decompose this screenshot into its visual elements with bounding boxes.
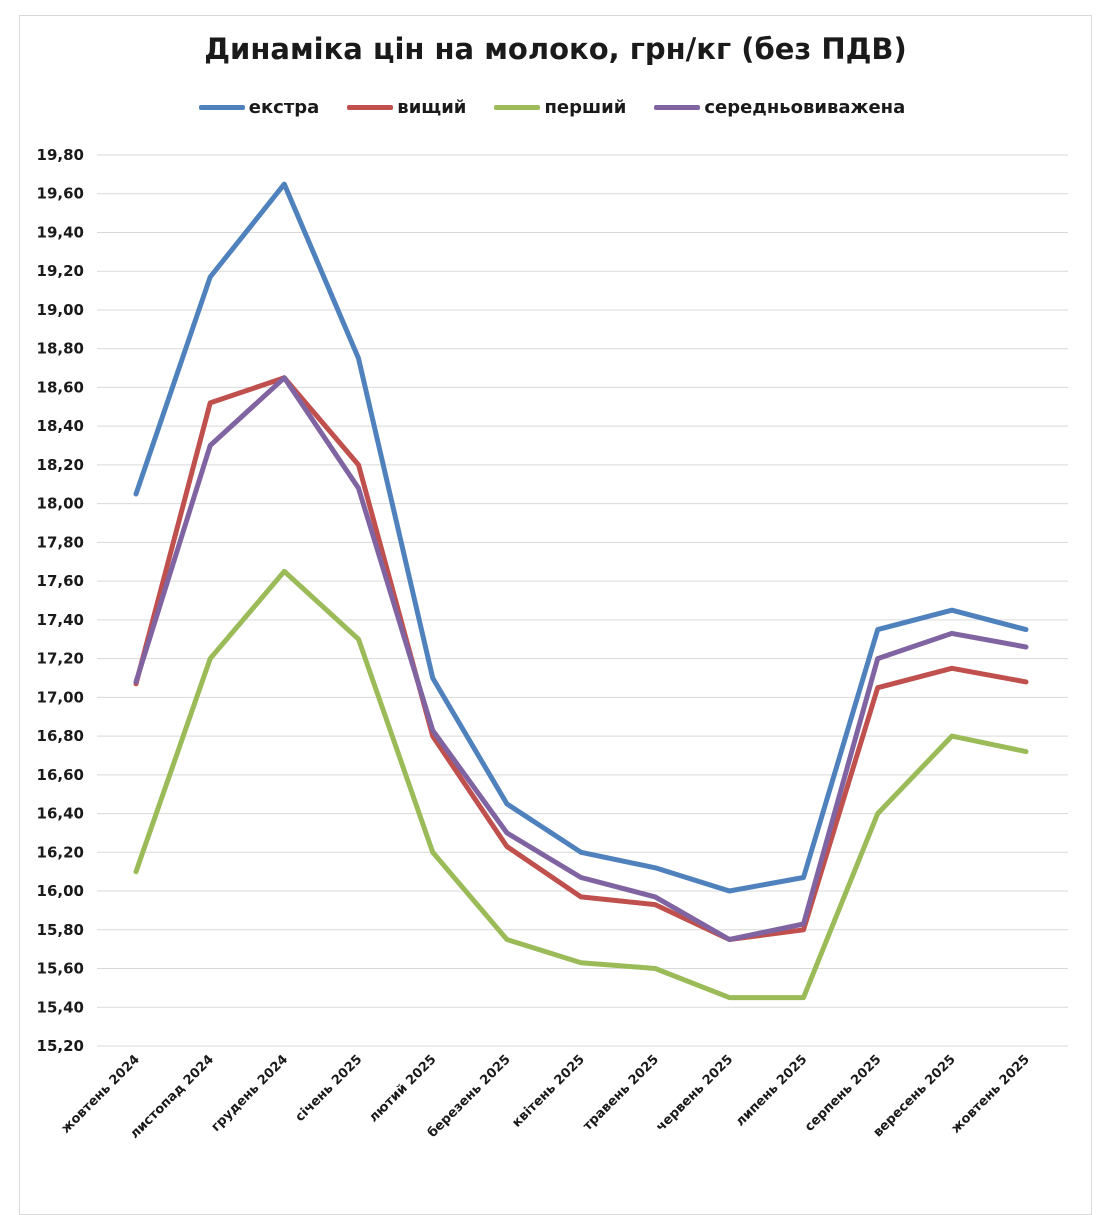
y-tick-label: 17,60	[37, 572, 84, 590]
y-tick-label: 19,20	[37, 262, 84, 280]
line-chart: 15,20 15,40 15,60 15,80 16,00 16,20 16,40 16,60…	[37, 146, 1068, 1142]
y-tick-label: 18,80	[37, 340, 84, 358]
series-line-pershyi	[133, 568, 1029, 1001]
y-tick-label: 17,00	[37, 688, 84, 706]
x-tick-label: лютий 2025	[366, 1052, 439, 1125]
legend-swatch-vyshchyi	[347, 105, 394, 110]
legend-label-pershyi: перший	[544, 97, 627, 118]
y-tick-label: 16,20	[37, 843, 84, 861]
x-tick-label: жовтень 2024	[58, 1052, 142, 1136]
y-tick-label: 18,00	[37, 495, 84, 513]
y-tick-label: 19,60	[37, 185, 84, 203]
legend-item-vyshchyi: вищий	[347, 97, 466, 118]
y-tick-label: 19,80	[37, 146, 84, 164]
y-tick-label: 15,20	[37, 1037, 84, 1055]
x-tick-label: квітень 2025	[510, 1052, 588, 1130]
legend-label-vyshchyi: вищий	[397, 97, 467, 118]
y-tick-label: 17,80	[37, 533, 84, 551]
y-tick-label: 17,20	[37, 650, 84, 668]
y-tick-label: 19,40	[37, 223, 84, 241]
x-tick-label: вересень 2025	[871, 1052, 959, 1140]
legend-swatch-ekstra	[198, 105, 245, 110]
y-tick-label: 18,40	[37, 417, 84, 435]
y-tick-label: 15,40	[37, 998, 84, 1016]
x-tick-label: липень 2025	[733, 1052, 810, 1129]
y-tick-label: 15,60	[37, 960, 84, 978]
legend-swatch-serednovyvazhena	[654, 105, 701, 110]
x-tick-label: жовтень 2025	[948, 1052, 1032, 1136]
chart-frame	[19, 15, 1092, 1215]
legend-item-serednovyvazhena: середньовиважена	[654, 97, 905, 118]
y-tick-label: 16,00	[37, 882, 84, 900]
y-tick-label: 16,80	[37, 727, 84, 745]
legend-swatch-pershyi	[494, 105, 541, 110]
legend-label-serednovyvazhena: середньовиважена	[704, 97, 906, 118]
x-tick-label: січень 2025	[293, 1052, 366, 1125]
legend-item-ekstra: екстра	[198, 97, 320, 118]
y-tick-label: 16,60	[37, 766, 84, 784]
chart-legend: екстра вищий перший середньовиважена	[0, 97, 1104, 118]
x-tick-label: березень 2025	[425, 1052, 514, 1141]
x-tick-label: червень 2025	[653, 1052, 736, 1135]
series-line-ekstra	[133, 181, 1029, 894]
y-tick-label: 18,20	[37, 456, 84, 474]
y-tick-label: 18,60	[37, 378, 84, 396]
series-line-serednovyvazhena	[133, 375, 1029, 942]
legend-label-ekstra: екстра	[248, 97, 320, 118]
chart-title: Динаміка цін на молоко, грн/кг (без ПДВ)	[204, 32, 907, 66]
y-tick-label: 17,40	[37, 611, 84, 629]
legend-item-pershyi: перший	[494, 97, 626, 118]
x-tick-label: серпень 2025	[802, 1052, 884, 1134]
y-tick-label: 19,00	[37, 301, 84, 319]
x-tick-label: листопад 2024	[127, 1052, 217, 1142]
y-tick-label: 15,80	[37, 921, 84, 939]
y-tick-label: 16,40	[37, 805, 84, 823]
x-tick-label: грудень 2024	[209, 1052, 292, 1135]
x-tick-label: травень 2025	[580, 1052, 662, 1134]
